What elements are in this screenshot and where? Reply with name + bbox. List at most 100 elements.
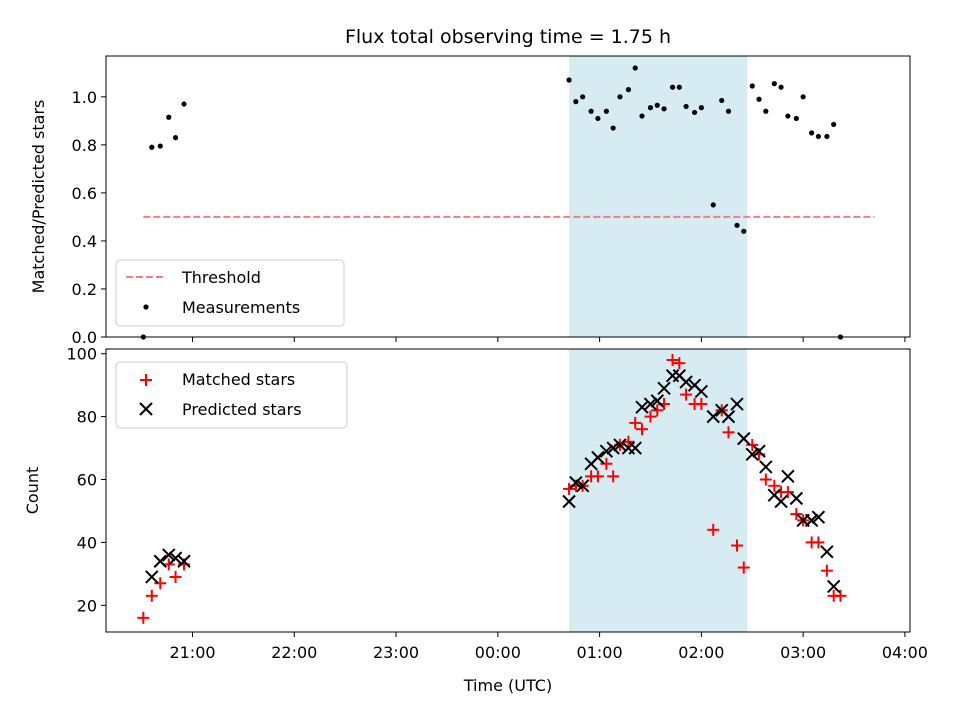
bottom-legend: Matched stars Predicted stars — [115, 361, 348, 429]
predicted-star-point — [168, 551, 183, 565]
measurement-point — [831, 121, 837, 128]
measurement-point — [172, 135, 179, 141]
matched-star-point — [707, 523, 720, 536]
matched-star-point — [644, 410, 657, 423]
matched-star-point — [636, 423, 648, 436]
matched-star-point — [169, 570, 182, 583]
measurement-point — [809, 130, 815, 136]
measurement-point — [771, 81, 777, 87]
measurement-point — [632, 65, 638, 71]
measurement-point — [710, 202, 716, 208]
x-tick-label: 21:00 — [169, 643, 215, 662]
predicted-star-point — [679, 375, 693, 389]
predicted-star-point — [789, 491, 804, 506]
predicted-star-point — [599, 444, 614, 458]
predicted-star-point — [643, 397, 658, 411]
legend-predicted-label: Predicted stars — [182, 400, 302, 419]
predicted-star-point — [745, 447, 759, 462]
top-legend-box — [115, 259, 345, 327]
measurement-point — [793, 115, 799, 122]
bottom-y-ticks: 20 40 60 80 100 — [66, 345, 106, 615]
measurement-point — [719, 97, 725, 104]
measurement-point — [580, 94, 586, 100]
measurement-point — [595, 115, 601, 122]
x-axis-label: Time (UTC) — [463, 676, 552, 695]
predicted-star-point — [820, 545, 834, 559]
matched-star-point — [768, 479, 781, 492]
y-tick-label: 0.2 — [72, 280, 97, 299]
measurement-point — [756, 96, 762, 102]
measurement-point — [617, 94, 623, 100]
y-tick-label: 0.0 — [72, 328, 97, 347]
matched-star-point — [781, 486, 794, 499]
predicted-star-point — [613, 438, 627, 452]
legend-predicted-swatch — [139, 402, 153, 416]
matched-star-point — [834, 589, 847, 602]
predicted-star-point — [177, 554, 191, 568]
measurement-point — [181, 101, 187, 107]
x-tick-label: 22:00 — [271, 643, 317, 662]
predicted-star-point — [804, 513, 819, 528]
bottom-observing-window — [569, 349, 748, 632]
matched-star-point — [563, 482, 576, 495]
predicted-star-point — [774, 494, 788, 509]
measurement-point — [639, 113, 645, 119]
y-tick-label: 0.4 — [72, 232, 97, 251]
measurement-point — [573, 99, 579, 105]
legend-matched-swatch — [140, 374, 152, 386]
x-tick-label: 04:00 — [882, 643, 928, 662]
matched-star-point — [680, 388, 693, 401]
measurement-point — [785, 113, 791, 119]
matched-star-point — [629, 416, 642, 429]
measurement-point — [691, 109, 698, 116]
measurement-point — [669, 84, 676, 90]
measurement-points — [140, 65, 844, 340]
predicted-star-point — [635, 400, 649, 414]
matched-star-point — [651, 404, 664, 417]
y-tick-label: 80 — [77, 408, 97, 427]
x-tick-label: 03:00 — [780, 643, 826, 662]
y-tick-label: 0.6 — [72, 184, 97, 203]
legend-measurement-swatch — [143, 304, 149, 310]
matched-star-point — [759, 473, 772, 486]
bottom-x-ticks: 21:00 22:00 23:00 00:00 01:00 02:00 03:00 04:00 — [169, 632, 928, 662]
measurement-point — [625, 87, 632, 93]
predicted-star-point — [628, 441, 642, 455]
measurement-point — [824, 133, 830, 140]
predicted-star-point — [706, 409, 720, 424]
matched-star-point — [730, 539, 743, 552]
measurement-point — [149, 144, 155, 150]
measurement-point — [166, 114, 172, 120]
measurement-point — [741, 228, 747, 234]
legend-matched-label: Matched stars — [182, 370, 295, 389]
top-observing-window — [569, 56, 748, 337]
y-tick-label: 40 — [77, 533, 97, 552]
measurement-point — [815, 133, 822, 140]
matched-star-point — [145, 589, 158, 602]
chart-title: Flux total observing time = 1.75 h — [345, 26, 671, 48]
predicted-star-point — [606, 441, 620, 455]
predicted-star-point — [781, 469, 795, 484]
x-tick-label: 01:00 — [577, 643, 623, 662]
matched-star-point — [666, 354, 679, 367]
predicted-star-point — [591, 450, 605, 465]
measurement-point — [610, 125, 616, 131]
measurement-point — [676, 84, 682, 90]
matched-star-point — [607, 470, 620, 483]
top-legend: Threshold Measurements — [115, 259, 345, 327]
measurement-point — [800, 94, 806, 100]
bottom-axes-frame — [105, 348, 911, 633]
bottom-panel: 20 40 60 80 100 21:00 22:00 23:00 00:00 01:00 02:… — [23, 345, 928, 695]
predicted-star-point — [721, 409, 736, 424]
predicted-star-point — [737, 431, 751, 446]
top-y-ticks: 0.0 0.2 0.4 0.6 0.8 1.0 — [72, 88, 106, 347]
measurement-point — [566, 77, 572, 83]
measurement-point — [734, 222, 740, 228]
x-tick-label: 00:00 — [475, 643, 521, 662]
y-tick-label: 60 — [77, 470, 97, 489]
matched-star-point — [737, 561, 750, 574]
bottom-y-axis-label: Count — [23, 467, 42, 515]
measurement-point — [763, 108, 769, 114]
matched-star-point — [820, 564, 833, 577]
